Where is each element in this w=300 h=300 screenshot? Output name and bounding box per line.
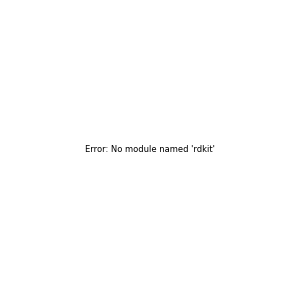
- Text: Error: No module named 'rdkit': Error: No module named 'rdkit': [85, 146, 215, 154]
